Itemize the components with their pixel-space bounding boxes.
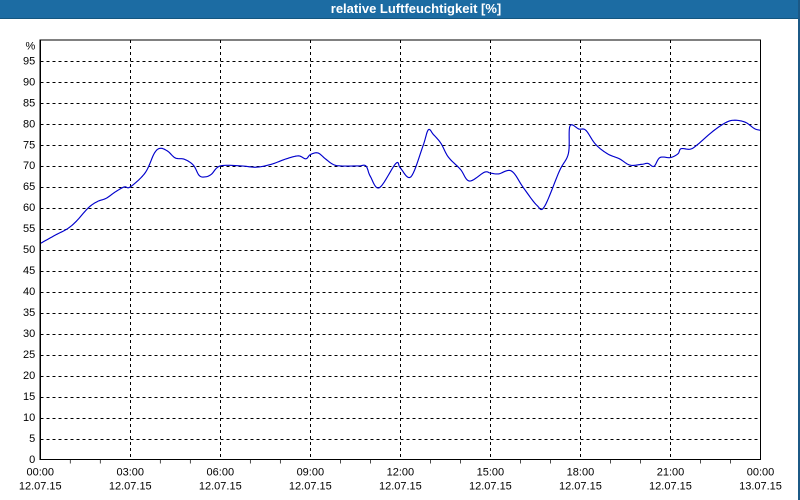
svg-text:13.07.15: 13.07.15 xyxy=(739,481,782,493)
svg-text:5: 5 xyxy=(29,433,35,445)
svg-text:0: 0 xyxy=(29,454,35,466)
svg-text:12.07.15: 12.07.15 xyxy=(109,481,152,493)
svg-text:20: 20 xyxy=(23,370,35,382)
svg-text:00:00: 00:00 xyxy=(747,467,775,479)
svg-text:%: % xyxy=(25,41,35,53)
svg-text:65: 65 xyxy=(23,181,35,193)
svg-text:30: 30 xyxy=(23,328,35,340)
svg-text:95: 95 xyxy=(23,55,35,67)
svg-text:75: 75 xyxy=(23,139,35,151)
svg-text:21:00: 21:00 xyxy=(657,467,685,479)
svg-text:06:00: 06:00 xyxy=(207,467,235,479)
svg-text:45: 45 xyxy=(23,265,35,277)
svg-text:15:00: 15:00 xyxy=(477,467,505,479)
svg-text:12:00: 12:00 xyxy=(387,467,415,479)
svg-text:35: 35 xyxy=(23,307,35,319)
svg-text:12.07.15: 12.07.15 xyxy=(289,481,332,493)
svg-text:80: 80 xyxy=(23,118,35,130)
svg-text:15: 15 xyxy=(23,391,35,403)
svg-text:12.07.15: 12.07.15 xyxy=(19,481,62,493)
svg-text:10: 10 xyxy=(23,412,35,424)
svg-text:85: 85 xyxy=(23,97,35,109)
svg-text:60: 60 xyxy=(23,202,35,214)
svg-text:09:00: 09:00 xyxy=(297,467,325,479)
svg-text:50: 50 xyxy=(23,244,35,256)
svg-text:90: 90 xyxy=(23,76,35,88)
svg-text:18:00: 18:00 xyxy=(567,467,595,479)
svg-text:00:00: 00:00 xyxy=(26,467,54,479)
svg-text:70: 70 xyxy=(23,160,35,172)
svg-text:03:00: 03:00 xyxy=(117,467,145,479)
svg-text:25: 25 xyxy=(23,349,35,361)
svg-text:12.07.15: 12.07.15 xyxy=(649,481,692,493)
svg-text:55: 55 xyxy=(23,223,35,235)
svg-text:12.07.15: 12.07.15 xyxy=(199,481,242,493)
svg-text:12.07.15: 12.07.15 xyxy=(379,481,422,493)
svg-text:12.07.15: 12.07.15 xyxy=(469,481,512,493)
svg-text:40: 40 xyxy=(23,286,35,298)
svg-text:12.07.15: 12.07.15 xyxy=(559,481,602,493)
